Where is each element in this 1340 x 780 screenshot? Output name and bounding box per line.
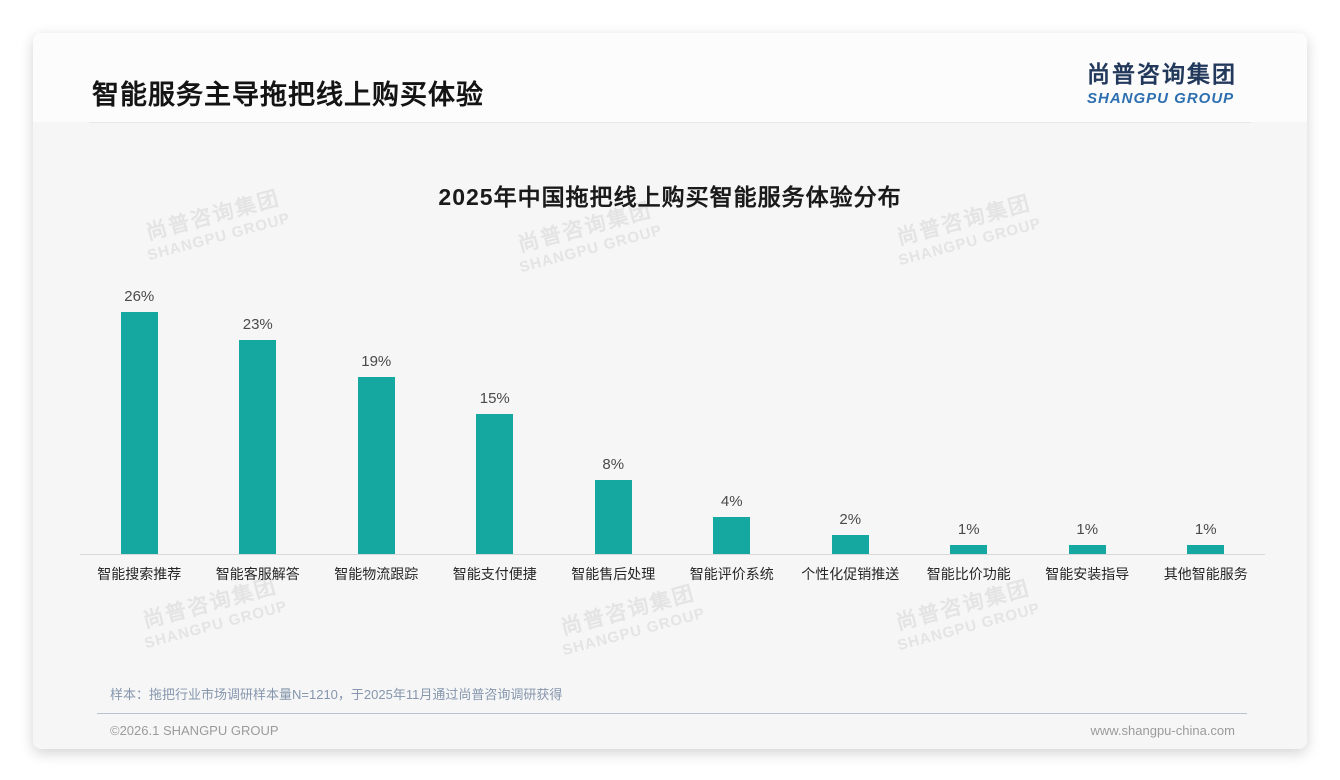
bar: [831, 535, 869, 554]
bar-chart-plot-area: 26% 23% 19% 15% 8% 4% 2% 1% 1% 1%: [80, 285, 1265, 555]
watermark-text-en: SHANGPU GROUP: [895, 599, 1043, 655]
bar-column: 1%: [910, 521, 1029, 554]
bar-value-label: 1%: [1076, 521, 1099, 538]
chart-title: 2025年中国拖把线上购买智能服务体验分布: [438, 184, 902, 210]
copyright-text: ©2026.1 SHANGPU GROUP: [110, 723, 279, 738]
x-axis-category-label: 智能支付便捷: [452, 566, 537, 582]
bar: [594, 480, 632, 554]
bar-value-label: 2%: [839, 511, 862, 528]
footer-divider: [97, 713, 1247, 714]
watermark: 尚普咨询集团 SHANGPU GROUP: [542, 573, 718, 662]
x-axis-category-label: 智能比价功能: [926, 566, 1011, 582]
bar-column: 4%: [673, 493, 792, 554]
bar: [120, 312, 158, 554]
x-axis-category-label: 智能售后处理: [571, 566, 656, 582]
bar-column: 2%: [791, 511, 910, 554]
bar-column: 8%: [554, 456, 673, 554]
watermark-text-en: SHANGPU GROUP: [142, 597, 290, 653]
bar-value-label: 4%: [720, 493, 743, 510]
footer: ©2026.1 SHANGPU GROUP www.shangpu-china.…: [110, 723, 1235, 738]
bar: [239, 340, 277, 554]
bar: [713, 517, 751, 554]
bar-column: 1%: [1028, 521, 1147, 554]
x-axis-category-label: 智能客服解答: [215, 566, 300, 582]
logo-text-en: SHANGPU GROUP: [1087, 90, 1235, 107]
bar-column: 23%: [199, 316, 318, 554]
bar-value-label: 1%: [957, 521, 980, 538]
bar-value-label: 15%: [479, 390, 510, 407]
bar: [950, 545, 988, 554]
x-axis-category-label: 其他智能服务: [1163, 566, 1248, 582]
header: 智能服务主导拖把线上购买体验 尚普咨询集团 SHANGPU GROUP: [33, 33, 1307, 122]
x-axis-labels: 智能搜索推荐 智能客服解答 智能物流跟踪 智能支付便捷 智能售后处理 智能评价系统 个性化促…: [80, 564, 1265, 584]
watermark-text-en: SHANGPU GROUP: [517, 221, 665, 277]
page-title: 智能服务主导拖把线上购买体验: [92, 80, 484, 110]
header-divider: [89, 122, 1251, 123]
watermark-text-en: SHANGPU GROUP: [560, 604, 708, 660]
bar: [357, 377, 395, 554]
bar: [1068, 545, 1106, 554]
x-axis-category-label: 智能物流跟踪: [334, 566, 419, 582]
slide-card: 智能服务主导拖把线上购买体验 尚普咨询集团 SHANGPU GROUP 尚普咨询…: [33, 33, 1307, 749]
sample-note: 样本：拖把行业市场调研样本量N=1210，于2025年11月通过尚普咨询调研获得: [110, 687, 563, 702]
company-logo: 尚普咨询集团 SHANGPU GROUP: [1087, 55, 1237, 107]
x-axis-category-label: 个性化促销推送: [801, 566, 900, 582]
bar-column: 19%: [317, 353, 436, 554]
x-axis-category-label: 智能搜索推荐: [97, 566, 182, 582]
bar-value-label: 19%: [361, 353, 392, 370]
bar-value-label: 8%: [602, 456, 625, 473]
watermark-text-en: SHANGPU GROUP: [896, 214, 1044, 270]
bar-value-label: 23%: [242, 316, 273, 333]
bar: [476, 414, 514, 554]
x-axis-category-label: 智能安装指导: [1045, 566, 1130, 582]
bar-column: 15%: [436, 390, 555, 554]
watermark-text-en: SHANGPU GROUP: [145, 209, 293, 265]
logo-text-cn: 尚普咨询集团: [1087, 61, 1237, 87]
bar-column: 26%: [80, 288, 199, 554]
bar: [1187, 545, 1225, 554]
bar-value-label: 1%: [1194, 521, 1217, 538]
x-axis-category-label: 智能评价系统: [689, 566, 774, 582]
website-url: www.shangpu-china.com: [1090, 723, 1235, 738]
bar-column: 1%: [1147, 521, 1266, 554]
bar-value-label: 26%: [124, 288, 155, 305]
